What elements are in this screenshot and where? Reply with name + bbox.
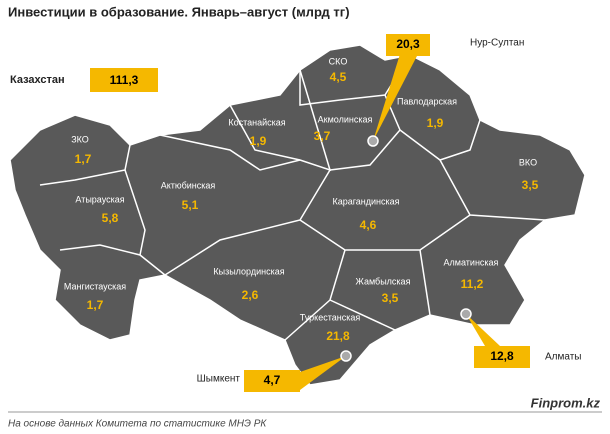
total-label: Казахстан (10, 74, 65, 86)
region-name: Алматинская (444, 257, 499, 267)
region-name: Костанайская (228, 117, 285, 127)
region-name: Атырауская (75, 194, 124, 204)
region-value: 1,7 (87, 298, 104, 312)
title: Инвестиции в образование. Январь–август … (8, 4, 350, 19)
total-value: 111,3 (110, 73, 139, 87)
region-name: Мангистауская (64, 281, 126, 291)
region-value: 5,8 (102, 211, 119, 225)
region-value: 1,7 (75, 152, 92, 166)
region-name: СКО (329, 56, 348, 66)
total-box (90, 68, 158, 92)
brand: Finprom.kz (531, 395, 601, 410)
region-value: 11,2 (461, 277, 484, 291)
region-name: Жамбылская (356, 276, 411, 286)
region-name: Карагандинская (332, 196, 399, 206)
region-value: 4,5 (330, 70, 347, 84)
country-shape (9, 44, 586, 386)
region-name: Туркестанская (300, 312, 361, 322)
city-value: 20,3 (396, 37, 420, 51)
region-value: 1,9 (427, 116, 444, 130)
region-value: 21,8 (326, 329, 350, 343)
region-value: 3,7 (314, 129, 331, 143)
region-name: Кызылординская (213, 266, 284, 276)
region-value: 1,9 (250, 134, 267, 148)
region-value: 2,6 (242, 288, 259, 302)
city-name: Алматы (545, 352, 582, 363)
region-name: Актюбинская (161, 180, 216, 190)
region-value: 3,5 (382, 291, 399, 305)
region-value: 5,1 (182, 198, 199, 212)
region-name: Павлодарская (397, 96, 457, 106)
city-name: Шымкент (197, 374, 241, 385)
region-borders (39, 54, 546, 341)
city-value: 4,7 (264, 373, 281, 387)
callouts (244, 34, 530, 392)
city-value: 12,8 (490, 349, 514, 363)
source: На основе данных Комитета по статистике … (8, 419, 267, 430)
region-value: 3,5 (522, 178, 539, 192)
region-name: ЗКО (71, 134, 89, 144)
region-name: Акмолинская (318, 114, 373, 124)
city-name: Нур-Султан (470, 38, 524, 49)
region-value: 4,6 (360, 218, 377, 232)
region-name: ВКО (519, 157, 537, 167)
